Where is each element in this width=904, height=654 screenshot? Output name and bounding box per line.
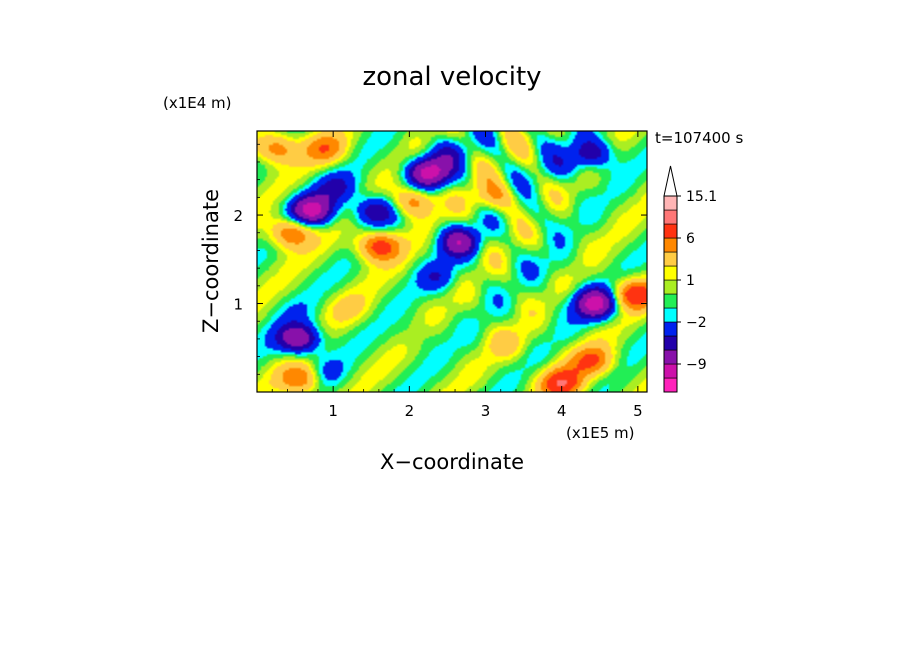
contour-field-image <box>257 131 647 392</box>
x-axis-ticks: 1 2 3 4 5 <box>271 131 643 420</box>
colorbar-segment <box>663 195 678 211</box>
y-axis-ticks: 12 <box>233 143 647 375</box>
colorbar-segment <box>663 363 678 379</box>
x-unit-label: (x1E5 m) <box>566 424 635 442</box>
colorbar-segment <box>663 293 678 309</box>
colorbar-segment <box>663 209 678 225</box>
colorbar-segment <box>663 265 678 281</box>
colorbar-segment <box>663 349 678 365</box>
x-tick-label: 3 <box>481 402 491 420</box>
colorbar-label: 1 <box>686 273 695 289</box>
x-tick-label: 2 <box>405 402 415 420</box>
x-tick-label: 4 <box>557 402 567 420</box>
colorbar-label: −2 <box>686 315 707 331</box>
colorbar-segment <box>663 223 678 239</box>
colorbar: −9 −2 1 6 15.1 <box>663 165 717 393</box>
y-unit-label: (x1E4 m) <box>163 94 232 112</box>
y-tick-label: 2 <box>233 207 243 225</box>
colorbar-overflow-arrow <box>663 165 678 197</box>
colorbar-frame <box>663 195 678 393</box>
colorbar-segment <box>663 321 678 337</box>
x-axis-label: X−coordinate <box>380 450 524 474</box>
colorbar-segment <box>663 237 678 253</box>
colorbar-segment <box>663 377 678 393</box>
colorbar-label: −9 <box>686 357 707 373</box>
colorbar-label: 15.1 <box>686 189 717 205</box>
time-label: t=107400 s <box>655 129 743 147</box>
colorbar-segment <box>663 251 678 267</box>
colorbar-segment <box>663 335 678 351</box>
colorbar-label: 6 <box>686 231 695 247</box>
contour-field <box>257 131 647 392</box>
x-tick-label: 1 <box>328 402 338 420</box>
y-axis-label: Z−coordinate <box>199 189 223 333</box>
chart-title: zonal velocity <box>362 62 541 92</box>
y-tick-label: 1 <box>233 296 243 314</box>
colorbar-segment <box>663 279 678 295</box>
plot-frame <box>256 130 648 393</box>
colorbar-segment <box>663 307 678 323</box>
x-tick-label: 5 <box>633 402 643 420</box>
